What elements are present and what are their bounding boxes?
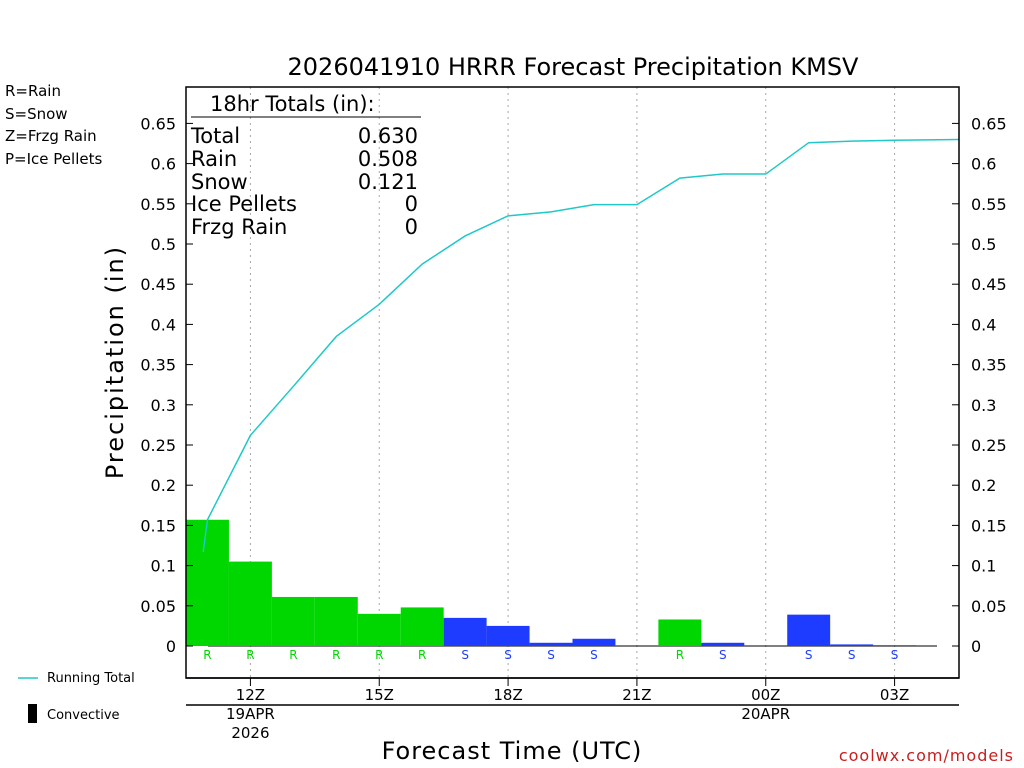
y-tick-label-left-13: 0.65 — [140, 114, 176, 133]
y-tick-label-left-2: 0.1 — [151, 557, 176, 576]
x-tick-date-0: 19APR — [226, 705, 275, 723]
totals-rain-label: Rain — [191, 147, 237, 171]
bar-hour-16 — [400, 607, 444, 646]
bar-hour-20 — [572, 638, 616, 646]
y-tick-label-left-11: 0.55 — [140, 195, 176, 214]
y-tick-label-right-1: 0.05 — [971, 597, 1007, 616]
running-total-legend-label: Running Total — [47, 671, 135, 686]
ptype-label-23: S — [719, 648, 727, 662]
totals-total-value: 0.630 — [358, 124, 418, 148]
y-tick-label-right-6: 0.3 — [971, 396, 996, 415]
x-tick-label-2: 18Z — [493, 686, 522, 704]
y-tick-label-right-12: 0.6 — [971, 155, 996, 174]
totals-ice-pellets-value: 0 — [405, 192, 418, 216]
y-axis-ticks: 0 00.05 0.050.1 0.10.15 0.150.2 0.20.25 0.250.… — [140, 114, 1006, 656]
totals-frzg-rain-label: Frzg Rain — [191, 215, 287, 239]
ptype-label-27: S — [891, 648, 899, 662]
ptype-label-22: R — [676, 648, 684, 662]
ptype-label-13: R — [289, 648, 297, 662]
bar-hour-22 — [658, 619, 702, 646]
bar-hour-25 — [787, 614, 831, 646]
bar-hour-27 — [873, 645, 917, 646]
y-tick-label-left-6: 0.3 — [151, 396, 176, 415]
x-tick-label-5: 03Z — [880, 686, 909, 704]
type-legend-rain: R=Rain — [5, 82, 61, 100]
y-tick-label-left-7: 0.35 — [140, 356, 176, 375]
y-tick-label-right-11: 0.55 — [971, 195, 1007, 214]
y-tick-label-left-5: 0.25 — [140, 436, 176, 455]
ptype-label-25: S — [805, 648, 813, 662]
y-tick-label-right-2: 0.1 — [971, 557, 996, 576]
x-axis-label: Forecast Time (UTC) — [382, 737, 643, 765]
totals-frzg-rain-value: 0 — [405, 215, 418, 239]
y-tick-label-right-10: 0.5 — [971, 235, 996, 254]
bar-hour-17 — [443, 617, 487, 646]
bar-hour-14 — [314, 596, 358, 646]
y-tick-label-left-9: 0.45 — [140, 275, 176, 294]
y-axis-label: Precipitation (in) — [101, 245, 129, 479]
ptype-label-18: S — [504, 648, 512, 662]
bar-hour-18 — [486, 625, 530, 646]
bar-hour-12 — [228, 561, 272, 646]
totals-snow-value: 0.121 — [358, 170, 418, 194]
plot-frame — [185, 86, 960, 679]
x-tick-label-4: 00Z — [751, 686, 780, 704]
y-tick-label-right-5: 0.25 — [971, 436, 1007, 455]
totals-header: 18hr Totals (in): — [210, 92, 375, 116]
running-total-line — [202, 138, 960, 553]
ptype-label-19: S — [547, 648, 555, 662]
bar-hour-15 — [357, 613, 401, 646]
y-tick-label-right-0: 0 — [971, 637, 981, 656]
series-legend: Running Total Convective — [18, 671, 135, 723]
type-legend: R=Rain S=Snow Z=Frzg Rain P=Ice Pellets — [5, 82, 102, 168]
y-tick-label-right-4: 0.2 — [971, 476, 996, 495]
x-tick-year-0: 2026 — [231, 724, 269, 742]
ptype-label-15: R — [375, 648, 383, 662]
type-legend-snow: S=Snow — [5, 105, 68, 123]
x-tick-label-0: 12Z — [236, 686, 265, 704]
bar-hour-26 — [830, 644, 874, 646]
totals-ice-pellets-label: Ice Pellets — [191, 192, 297, 216]
ptype-label-20: S — [590, 648, 598, 662]
convective-legend-swatch — [28, 704, 37, 723]
totals-snow-label: Snow — [191, 170, 248, 194]
y-tick-label-right-7: 0.35 — [971, 356, 1007, 375]
y-tick-label-left-0: 0 — [166, 637, 176, 656]
x-tick-label-3: 21Z — [622, 686, 651, 704]
y-tick-label-left-12: 0.6 — [151, 155, 176, 174]
bar-hour-11 — [186, 519, 229, 646]
x-tick-date-4: 20APR — [741, 705, 790, 723]
x-tick-label-1: 15Z — [365, 686, 394, 704]
totals-rain-value: 0.508 — [358, 147, 418, 171]
y-tick-label-left-10: 0.5 — [151, 235, 176, 254]
totals-total-label: Total — [190, 124, 240, 148]
y-tick-label-right-3: 0.15 — [971, 516, 1007, 535]
type-legend-frzg-rain: Z=Frzg Rain — [5, 127, 97, 145]
y-tick-label-left-3: 0.15 — [140, 516, 176, 535]
convective-legend-label: Convective — [47, 708, 120, 723]
credit-text: coolwx.com/models — [839, 746, 1014, 765]
y-tick-label-left-8: 0.4 — [151, 315, 176, 334]
y-tick-label-left-1: 0.05 — [140, 597, 176, 616]
y-tick-label-right-9: 0.45 — [971, 275, 1007, 294]
bar-hour-13 — [271, 596, 315, 646]
y-tick-label-left-4: 0.2 — [151, 476, 176, 495]
ptype-label-11: R — [203, 648, 211, 662]
bar-hour-23 — [701, 642, 745, 646]
ptype-label-16: R — [418, 648, 426, 662]
type-legend-ice-pellets: P=Ice Pellets — [5, 150, 102, 168]
totals-box: 18hr Totals (in): Total 0.630 Rain 0.508… — [190, 92, 421, 239]
ptype-label-17: S — [461, 648, 469, 662]
chart-title: 2026041910 HRRR Forecast Precipitation K… — [288, 53, 860, 81]
y-tick-label-right-8: 0.4 — [971, 315, 996, 334]
ptype-label-12: R — [246, 648, 254, 662]
y-tick-label-right-13: 0.65 — [971, 114, 1007, 133]
ptype-label-14: R — [332, 648, 340, 662]
bar-hour-19 — [529, 642, 573, 646]
ptype-label-26: S — [848, 648, 856, 662]
